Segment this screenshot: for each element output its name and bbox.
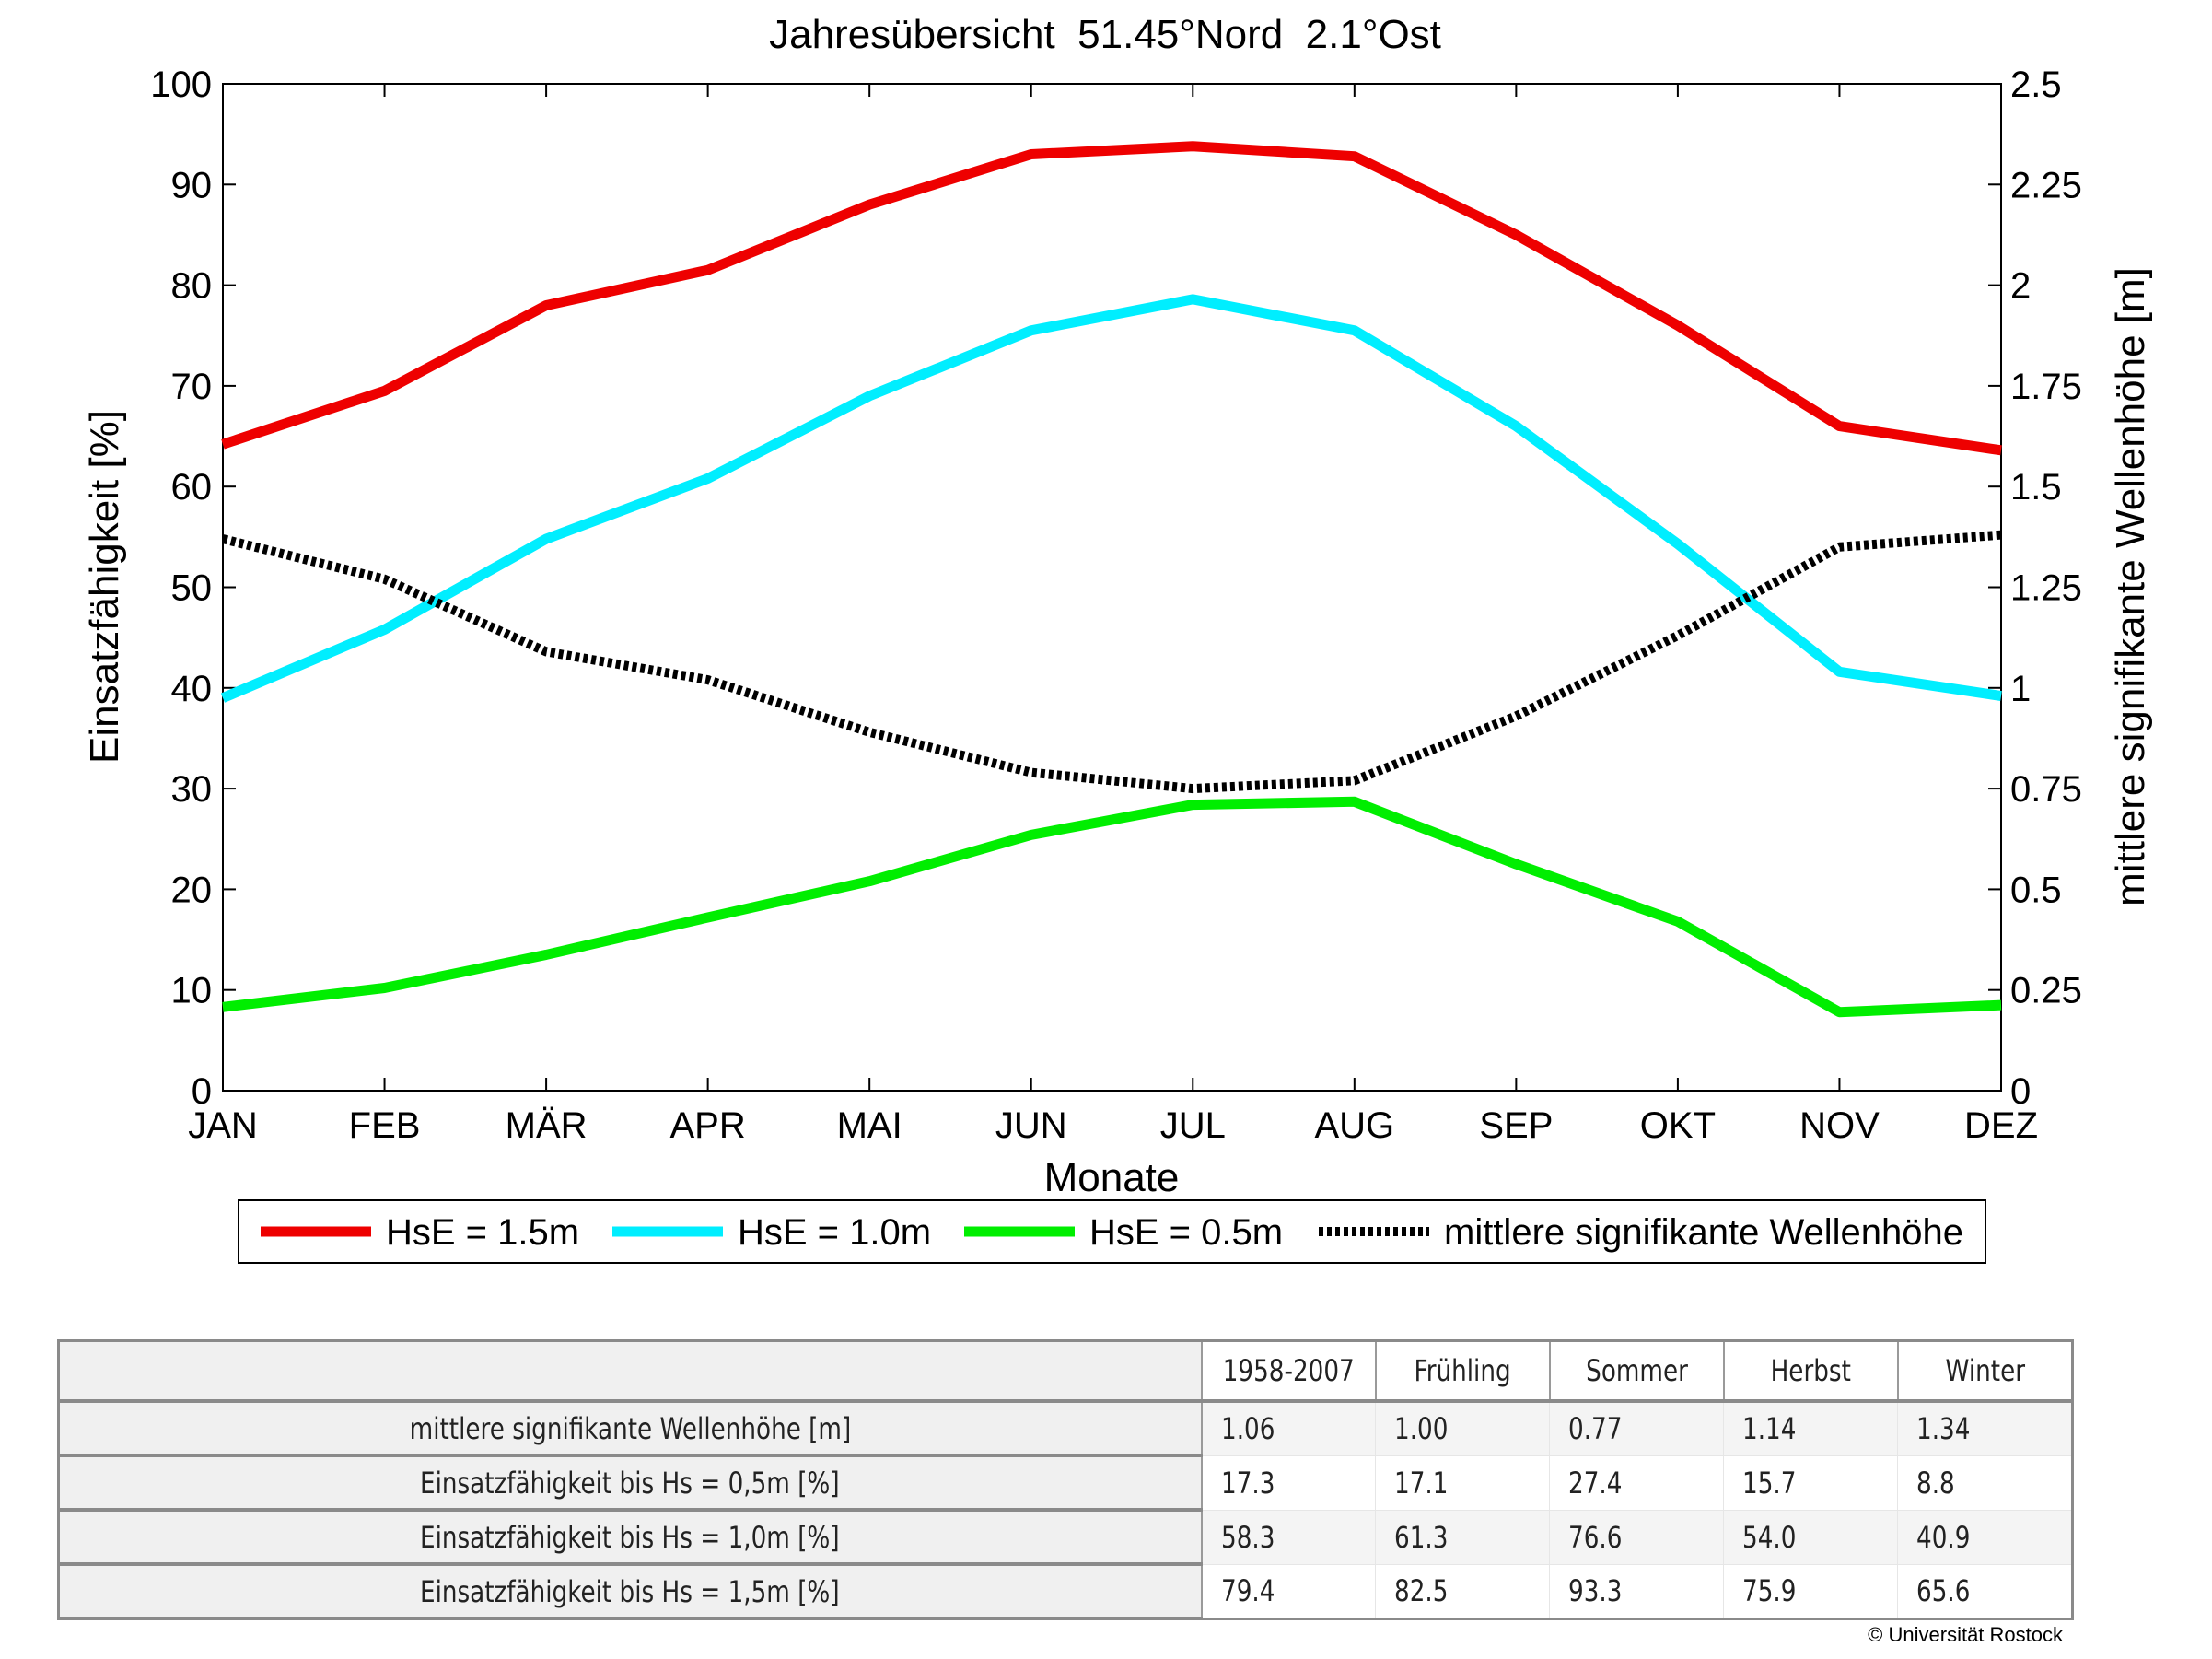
y-right-tick-label: 1.5: [2010, 467, 2062, 508]
table-cell: 8.8: [1897, 1455, 2073, 1511]
table-cell: 27.4: [1549, 1455, 1725, 1511]
table-cell: 54.0: [1723, 1509, 1899, 1565]
table-cell: 82.5: [1375, 1563, 1551, 1619]
legend-label: HsE = 0.5m: [1089, 1212, 1283, 1253]
x-tick-label: FEB: [349, 1105, 421, 1146]
x-tick-label: JAN: [188, 1105, 258, 1146]
table-cell: 1.00: [1375, 1400, 1551, 1456]
legend-label: HsE = 1.0m: [738, 1212, 931, 1253]
x-tick-label: NOV: [1799, 1105, 1880, 1146]
row-label: Einsatzfähigkeit bis Hs = 1,5m [%]: [57, 1563, 1203, 1620]
y-right-tick-label: 2: [2010, 266, 2031, 307]
table-cell: 65.6: [1897, 1563, 2073, 1619]
x-tick-label: JUL: [1160, 1105, 1226, 1146]
table-header-blank: [57, 1340, 1203, 1403]
table-header: 1958-2007: [1201, 1340, 1377, 1403]
table-cell: 79.4: [1201, 1563, 1377, 1619]
y-tick-label: 80: [171, 266, 213, 307]
table-cell: 40.9: [1897, 1509, 2073, 1565]
y-tick-label: 10: [171, 971, 213, 1011]
legend-label: mittlere signifikante Wellenhöhe: [1444, 1212, 1963, 1253]
table-cell: 1.14: [1723, 1400, 1899, 1456]
summary-table: 1958-2007 Frühling Sommer Herbst Winter …: [57, 1339, 2074, 1620]
copyright: © Universität Rostock: [1868, 1623, 2063, 1646]
y-right-tick-label: 1: [2010, 669, 2031, 709]
table-cell: 93.3: [1549, 1563, 1725, 1619]
y-tick-label: 50: [171, 568, 213, 609]
table-row: mittlere signifikante Wellenhöhe [m] 1.06…: [57, 1400, 2073, 1457]
plot-area: [222, 83, 2002, 1092]
legend-label: HsE = 1.5m: [386, 1212, 579, 1253]
x-tick-label: AUG: [1314, 1105, 1394, 1146]
x-axis-label: Monate: [1044, 1155, 1180, 1200]
table-row: Einsatzfähigkeit bis Hs = 1,0m [%] 58.3 61…: [57, 1509, 2073, 1566]
y-right-tick-label: 0: [2010, 1071, 2031, 1112]
x-tick-label: MÄR: [506, 1105, 588, 1146]
table-row: Einsatzfähigkeit bis Hs = 0,5m [%] 17.3 17…: [57, 1455, 2073, 1512]
series-line-3: [221, 530, 2002, 794]
chart: Jahresübersicht 51.45°Nord 2.1°Ost JAN FE…: [82, 12, 2153, 1264]
y-right-tick-label: 0.25: [2010, 971, 2082, 1011]
y-tick-label: 90: [171, 165, 213, 205]
table-cell: 75.9: [1723, 1563, 1899, 1619]
y-right-tick-label: 2.5: [2010, 64, 2062, 105]
table-cell: 0.77: [1549, 1400, 1725, 1456]
x-tick-label: JUN: [995, 1105, 1067, 1146]
table-header: Herbst: [1723, 1340, 1899, 1403]
series-line-1: [220, 294, 2002, 703]
chart-title: Jahresübersicht 51.45°Nord 2.1°Ost: [769, 12, 1441, 57]
x-tick-label: APR: [670, 1105, 746, 1146]
y-right-tick-label: 1.75: [2010, 367, 2082, 407]
row-label: mittlere signifikante Wellenhöhe [m]: [57, 1400, 1203, 1457]
x-tick-label: OKT: [1640, 1105, 1716, 1146]
table-cell: 58.3: [1201, 1509, 1377, 1565]
y-axis-right-label: mittlere signifikante Wellenhöhe [m]: [2108, 267, 2153, 906]
legend: [238, 1199, 1986, 1264]
y-right-tick-label: 0.75: [2010, 769, 2082, 810]
table-cell: 61.3: [1375, 1509, 1551, 1565]
table-cell: 17.3: [1201, 1455, 1377, 1511]
table-header: Sommer: [1549, 1340, 1725, 1403]
table-cell: 1.06: [1201, 1400, 1377, 1456]
row-label: Einsatzfähigkeit bis Hs = 0,5m [%]: [57, 1455, 1203, 1512]
y-tick-label: 100: [150, 64, 212, 105]
series-line-2: [222, 796, 2002, 1018]
y-tick-label: 70: [171, 367, 213, 407]
y-tick-label: 30: [171, 769, 213, 810]
table-cell: 1.34: [1897, 1400, 2073, 1456]
table-header: Frühling: [1375, 1340, 1551, 1403]
row-label: Einsatzfähigkeit bis Hs = 1,0m [%]: [57, 1509, 1203, 1566]
table-header-row: 1958-2007 Frühling Sommer Herbst Winter: [57, 1340, 2074, 1403]
series-line-0: [221, 141, 2002, 456]
table-header: Winter: [1897, 1340, 2074, 1403]
y-right-tick-label: 0.5: [2010, 870, 2062, 910]
y-tick-label: 40: [171, 669, 213, 709]
x-tick-label: DEZ: [1964, 1105, 2038, 1146]
x-tick-label: SEP: [1479, 1105, 1553, 1146]
y-right-tick-label: 2.25: [2010, 165, 2082, 205]
table-cell: 17.1: [1375, 1455, 1551, 1511]
table-cell: 76.6: [1549, 1509, 1725, 1565]
y-axis-label: Einsatzfähigkeit [%]: [82, 410, 127, 764]
y-tick-label: 20: [171, 870, 213, 910]
y-tick-label: 0: [192, 1071, 212, 1112]
y-tick-label: 60: [171, 467, 213, 508]
table-cell: 15.7: [1723, 1455, 1899, 1511]
x-tick-label: MAI: [837, 1105, 902, 1146]
y-right-tick-label: 1.25: [2010, 568, 2082, 609]
table-row: Einsatzfähigkeit bis Hs = 1,5m [%] 79.4 82…: [57, 1563, 2073, 1620]
